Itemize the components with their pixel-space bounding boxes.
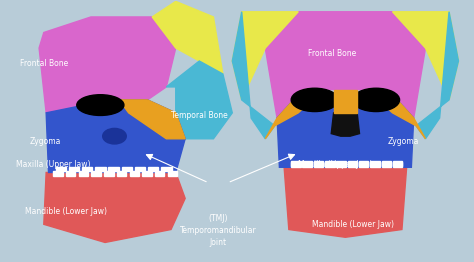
Polygon shape bbox=[284, 167, 407, 237]
Ellipse shape bbox=[77, 95, 124, 116]
Text: Mandible (Lower Jaw): Mandible (Lower Jaw) bbox=[312, 220, 394, 229]
Text: Maxilla (Upper Jaw): Maxilla (Upper Jaw) bbox=[16, 160, 90, 169]
Bar bbox=[314, 161, 323, 166]
Bar bbox=[121, 167, 132, 171]
Bar bbox=[82, 167, 92, 171]
Bar bbox=[325, 162, 335, 167]
Polygon shape bbox=[119, 100, 185, 139]
Bar bbox=[117, 171, 126, 176]
Bar bbox=[79, 171, 88, 176]
Bar bbox=[337, 161, 346, 166]
Bar bbox=[129, 171, 139, 176]
Bar bbox=[302, 161, 312, 166]
Polygon shape bbox=[265, 95, 312, 139]
Bar bbox=[348, 161, 357, 166]
Bar bbox=[291, 161, 301, 166]
Text: Mandible (Lower Jaw): Mandible (Lower Jaw) bbox=[25, 207, 107, 216]
Text: Temporal Bone: Temporal Bone bbox=[171, 111, 228, 120]
Bar bbox=[104, 171, 114, 176]
Bar bbox=[314, 162, 323, 167]
Polygon shape bbox=[39, 17, 176, 113]
Ellipse shape bbox=[291, 88, 338, 112]
Bar bbox=[95, 167, 106, 171]
Bar bbox=[135, 167, 145, 171]
Bar bbox=[382, 161, 391, 166]
Bar bbox=[69, 167, 79, 171]
Bar bbox=[161, 167, 172, 171]
Bar bbox=[91, 171, 101, 176]
Polygon shape bbox=[44, 172, 185, 242]
Polygon shape bbox=[46, 100, 185, 172]
Polygon shape bbox=[334, 90, 357, 113]
Polygon shape bbox=[392, 12, 458, 100]
Bar bbox=[142, 171, 152, 176]
Ellipse shape bbox=[103, 128, 126, 144]
Text: Maxilla (Upper Jaw): Maxilla (Upper Jaw) bbox=[298, 160, 373, 169]
Text: (TMJ)
Temporomandibular
Joint: (TMJ) Temporomandibular Joint bbox=[180, 214, 256, 247]
Bar bbox=[66, 171, 75, 176]
Polygon shape bbox=[331, 113, 359, 136]
Polygon shape bbox=[152, 1, 223, 74]
Text: Zygoma: Zygoma bbox=[388, 137, 419, 146]
Bar bbox=[359, 161, 368, 166]
Text: Zygoma: Zygoma bbox=[30, 137, 61, 146]
Bar bbox=[168, 171, 177, 176]
Bar bbox=[359, 162, 368, 167]
Bar bbox=[109, 167, 118, 171]
Bar bbox=[155, 171, 164, 176]
Polygon shape bbox=[166, 61, 232, 139]
Polygon shape bbox=[232, 12, 298, 100]
Bar bbox=[348, 162, 357, 167]
Polygon shape bbox=[277, 95, 414, 167]
Bar bbox=[325, 161, 335, 166]
Text: Frontal Bone: Frontal Bone bbox=[20, 59, 68, 68]
Bar bbox=[291, 162, 301, 167]
Bar bbox=[55, 167, 66, 171]
Bar bbox=[382, 162, 391, 167]
Bar bbox=[302, 162, 312, 167]
Polygon shape bbox=[416, 12, 458, 139]
Bar bbox=[53, 171, 63, 176]
Polygon shape bbox=[232, 12, 275, 139]
Ellipse shape bbox=[353, 88, 400, 112]
Bar bbox=[148, 167, 158, 171]
Polygon shape bbox=[378, 95, 426, 139]
Bar bbox=[370, 161, 380, 166]
Bar bbox=[370, 162, 380, 167]
Bar bbox=[393, 162, 402, 167]
Text: Frontal Bone: Frontal Bone bbox=[308, 49, 356, 58]
Bar bbox=[393, 161, 402, 166]
Polygon shape bbox=[265, 12, 426, 118]
Bar bbox=[337, 162, 346, 167]
